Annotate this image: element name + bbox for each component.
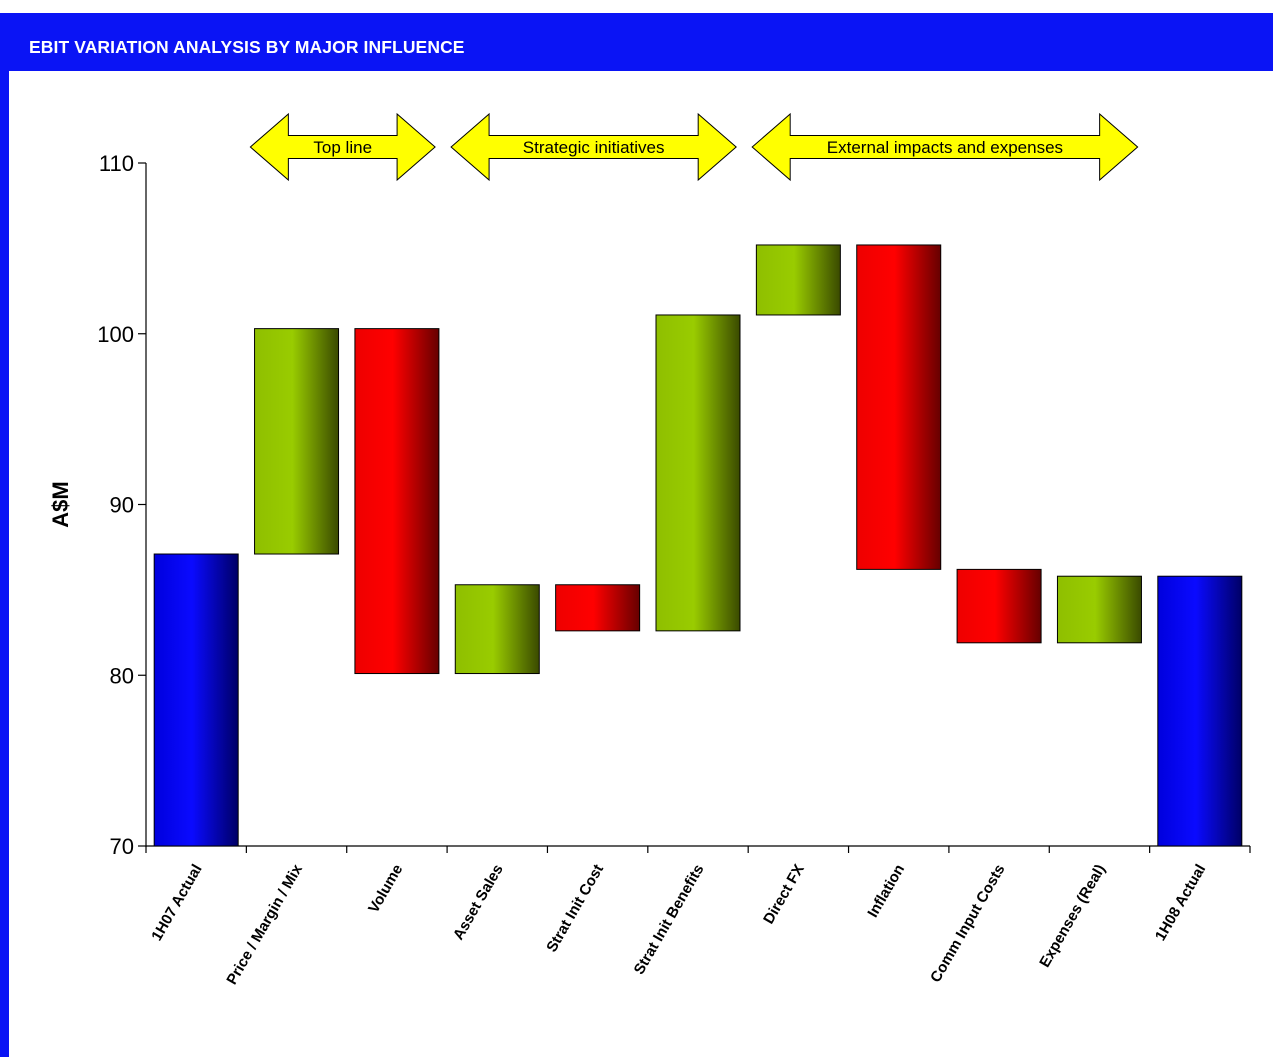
bar-inflation <box>856 244 942 570</box>
x-tick-label: Comm Input Costs <box>927 862 1008 986</box>
bar-direct-fx <box>755 244 841 316</box>
page-title: EBIT VARIATION ANALYSIS BY MAJOR INFLUEN… <box>29 37 465 57</box>
bar-price-margin-mix <box>254 328 340 555</box>
y-tick-label: 100 <box>97 322 134 347</box>
y-tick-label: 110 <box>99 151 134 176</box>
bar-asset-sales <box>454 584 540 675</box>
left-border <box>0 71 9 1057</box>
axes: 70 80 90 100 110 A$M <box>48 151 1251 859</box>
group-arrows: Top line Strategic initiatives External im… <box>249 112 1139 182</box>
bar-strat-init-benefits <box>655 314 741 632</box>
x-tick-label: Expenses (Real) <box>1036 862 1109 971</box>
group-arrow <box>249 112 436 182</box>
group-arrow-label: External impacts and expenses <box>827 138 1063 157</box>
bar-1h08-actual <box>1157 575 1243 847</box>
y-tick-label: 90 <box>110 493 134 518</box>
x-tick-label: Strat Init Cost <box>543 862 607 956</box>
x-tick-label: Direct FX <box>760 862 808 928</box>
group-arrow-label: Top line <box>313 138 372 157</box>
y-tick-label: 80 <box>110 663 134 688</box>
bars <box>153 244 1243 847</box>
bar-comm-input-costs <box>956 568 1042 644</box>
bar-1h07-actual <box>153 553 239 847</box>
group-arrow <box>450 112 737 182</box>
group-arrow-label: Strategic initiatives <box>523 138 665 157</box>
bar-expenses-real <box>1056 575 1142 644</box>
y-axis-label: A$M <box>48 481 73 527</box>
x-tick-label: 1H07 Actual <box>148 862 205 944</box>
x-tick-label: Price / Margin / Mix <box>223 861 306 988</box>
category-labels: 1H07 Actual Price / Margin / Mix Volume Ass… <box>148 861 1209 988</box>
x-tick-label: Inflation <box>864 862 908 921</box>
header-bar <box>0 13 1273 71</box>
x-tick-label: Strat Init Benefits <box>631 862 708 978</box>
x-tick-label: 1H08 Actual <box>1152 862 1209 944</box>
bar-volume <box>354 328 440 675</box>
bar-strat-init-cost <box>555 584 641 632</box>
y-tick-label: 70 <box>110 834 134 859</box>
x-tick-label: Asset Sales <box>450 862 507 943</box>
group-arrow <box>751 112 1139 182</box>
x-tick-label: Volume <box>365 862 406 916</box>
